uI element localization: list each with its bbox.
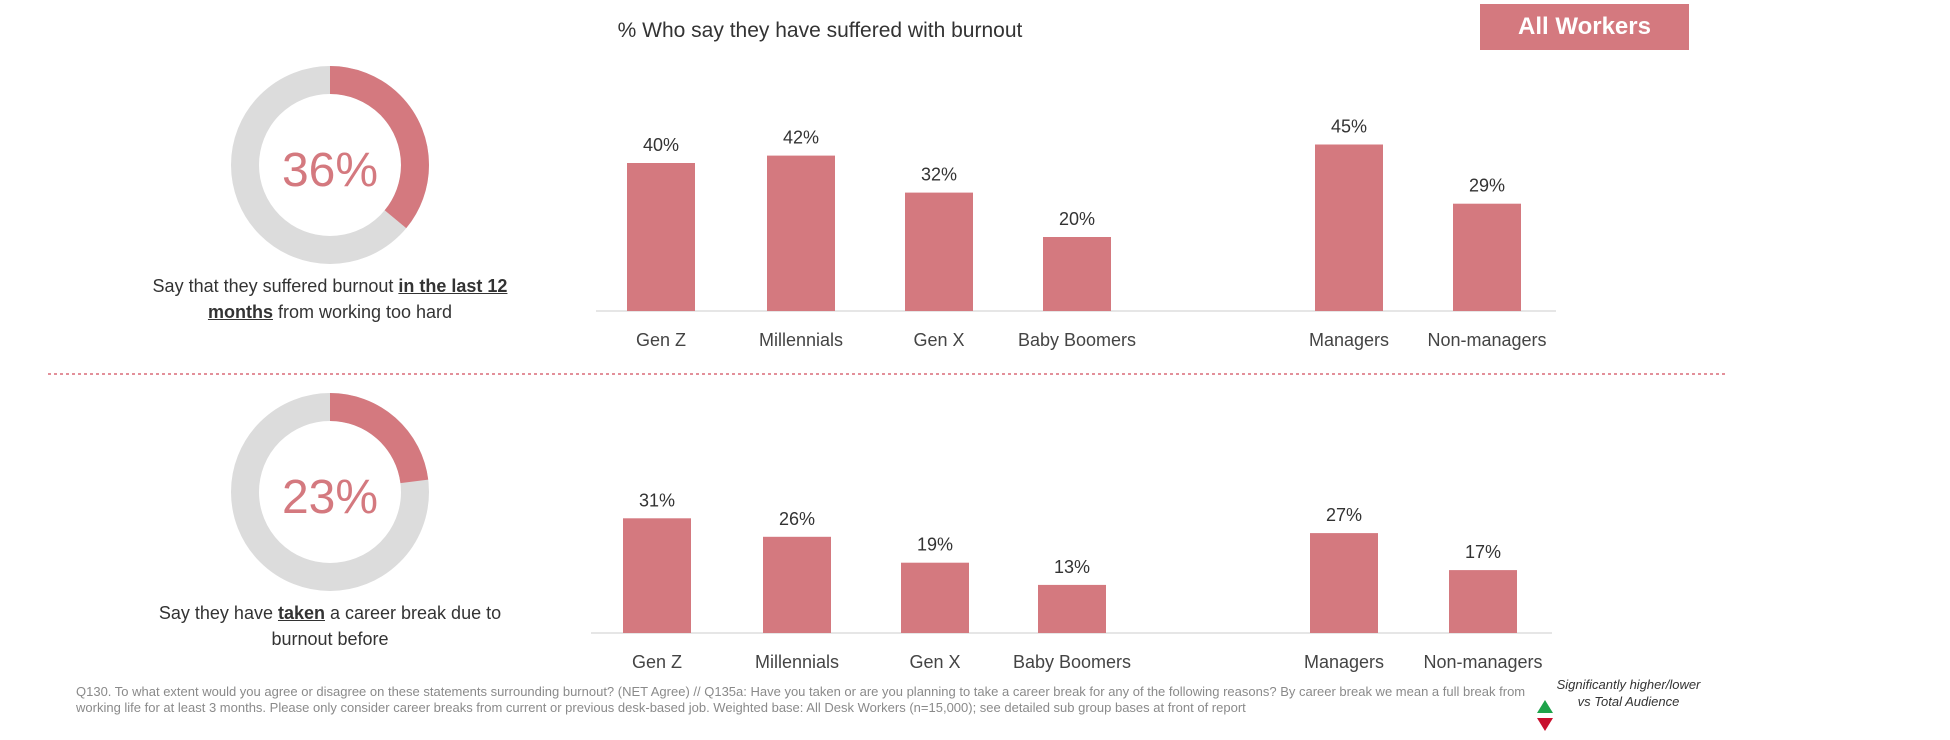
bar-millennials	[767, 155, 835, 311]
category-label: Non-managers	[1423, 652, 1542, 672]
caption-text: Say that they suffered burnout	[152, 276, 399, 296]
data-label: 32%	[921, 165, 957, 185]
category-label: Gen X	[909, 652, 960, 672]
category-label: Gen Z	[632, 652, 682, 672]
donut-percent: 23%	[282, 471, 378, 524]
bar-gen-x	[905, 192, 973, 311]
bar-non-managers	[1449, 570, 1517, 633]
burnout-caption: Say that they suffered burnout in the la…	[150, 273, 510, 325]
category-label: Millennials	[755, 652, 839, 672]
data-label: 42%	[783, 128, 819, 148]
data-label: 29%	[1469, 176, 1505, 196]
methodology-footnote: Q130. To what extent would you agree or …	[76, 684, 1526, 715]
category-label: Gen X	[913, 330, 964, 350]
data-label: 40%	[643, 135, 679, 155]
caption-text: a career break due to burnout before	[271, 603, 502, 649]
bar-managers	[1310, 533, 1378, 633]
bar-non-managers	[1453, 203, 1521, 311]
donut-value-arc	[231, 393, 429, 591]
data-label: 31%	[639, 490, 675, 510]
significance-legend: Significantly higher/lower vs Total Audi…	[1528, 676, 1701, 736]
burnout-donut: 36%	[231, 66, 429, 264]
page-title: % Who say they have suffered with burnou…	[618, 19, 1023, 42]
caption-emphasis: in the last 12 months	[207, 276, 508, 322]
category-label: Baby Boomers	[1013, 652, 1131, 672]
category-label: Managers	[1304, 652, 1384, 672]
career-break-donut: 23%	[231, 393, 429, 591]
data-label: 27%	[1326, 505, 1362, 525]
donut-percent: 36%	[282, 144, 378, 197]
category-label: Non-managers	[1427, 330, 1546, 350]
category-label: Millennials	[759, 330, 843, 350]
data-label: 26%	[779, 509, 815, 529]
career-break-bar-chart: 31% Gen Z 26% Millennials 19% Gen X 13% Baby Bo…	[591, 490, 1552, 672]
lower-arrow-icon	[1537, 718, 1553, 731]
bar-baby-boomers	[1043, 237, 1111, 311]
caption-text: Say they have	[158, 603, 278, 623]
legend-text: Significantly higher/lower vs Total Audi…	[1556, 677, 1701, 709]
audience-badge: All Workers	[1480, 4, 1689, 50]
donut-value-arc	[231, 66, 429, 264]
career-break-caption: Say they have taken a career break due t…	[150, 600, 510, 652]
bar-gen-x	[901, 562, 969, 633]
category-label: Gen Z	[636, 330, 686, 350]
category-label: Managers	[1309, 330, 1389, 350]
bar-baby-boomers	[1038, 584, 1106, 633]
bar-gen-z	[627, 163, 695, 311]
bar-millennials	[763, 536, 831, 633]
data-label: 19%	[917, 535, 953, 555]
caption-emphasis: taken	[277, 603, 325, 623]
data-label: 45%	[1331, 117, 1367, 137]
data-label: 17%	[1465, 542, 1501, 562]
bar-managers	[1315, 144, 1383, 311]
burnout-bar-chart: 40% Gen Z 42% Millennials 32% Gen X 20% Baby Bo…	[596, 117, 1556, 350]
caption-text: from working too hard	[272, 302, 453, 322]
higher-arrow-icon	[1537, 700, 1553, 713]
data-label: 20%	[1059, 209, 1095, 229]
bar-gen-z	[623, 518, 691, 633]
category-label: Baby Boomers	[1018, 330, 1136, 350]
data-label: 13%	[1054, 557, 1090, 577]
